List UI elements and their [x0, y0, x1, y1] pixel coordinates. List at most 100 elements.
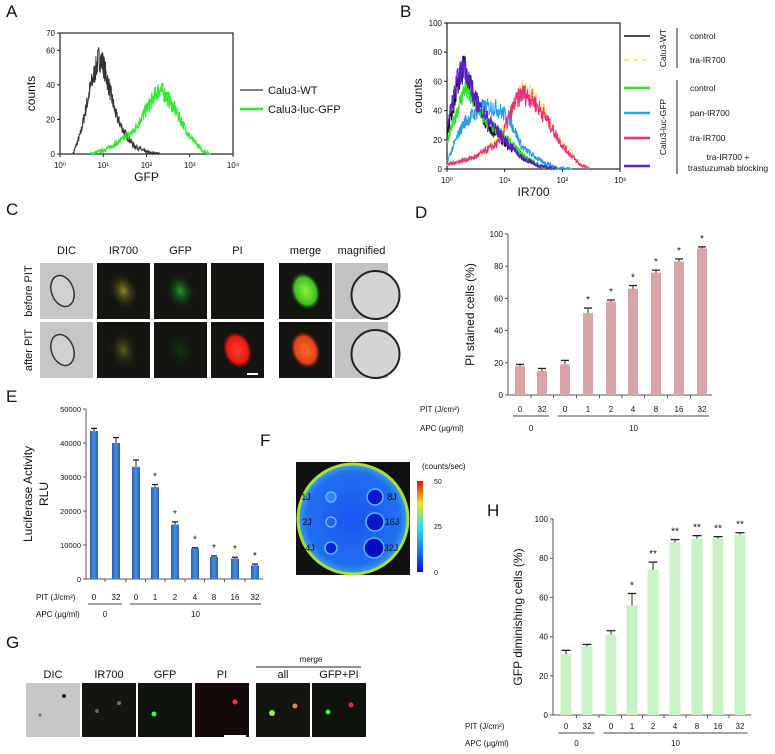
colorbar-unit: (counts/sec) [422, 462, 466, 471]
panel-letter-A: A [6, 2, 18, 21]
y-tick-label: 30000 [60, 473, 81, 482]
bar [560, 364, 570, 395]
apc-group-label: 0 [529, 424, 534, 433]
micrograph-dark [279, 322, 332, 378]
tile-background [211, 263, 264, 319]
y-tick-label: 40 [46, 81, 55, 90]
bar [651, 272, 661, 395]
pit-dose-label: 2 [609, 405, 614, 414]
merge-label: merge [300, 655, 323, 664]
pit-dose-label: 2 [651, 722, 656, 731]
well-label: 2J [302, 517, 312, 527]
apc-row-label: APC (μg/ml) [420, 424, 464, 433]
pit-dose-label: 2 [173, 593, 178, 602]
legend-label: Calu3-WT [268, 85, 318, 97]
x-tick-label: 10² [557, 176, 569, 185]
apc-group-label: 10 [191, 610, 200, 619]
micrograph-dic [26, 683, 80, 737]
bar [605, 634, 617, 715]
y-tick-label: 0 [499, 391, 504, 400]
significance-marker: ** [714, 524, 722, 535]
y-tick-label: 0 [77, 575, 81, 584]
significance-marker: * [630, 580, 634, 591]
x-tick-label: 10¹ [499, 176, 511, 185]
panel-f-image: 1J 2J 4J 8J 16J 32J (counts/sec) 50 25 0 [296, 462, 466, 577]
cell [348, 702, 354, 708]
panel-letter-H: H [487, 501, 499, 520]
histogram-series-4 [446, 84, 591, 171]
chart-b: 0 20 40 60 80 100 10⁰ 10¹ 10² 10³ IR700 counts contr… [411, 19, 768, 199]
cell [232, 699, 238, 705]
y-tick-label: 40 [494, 327, 503, 336]
cell [117, 701, 121, 705]
pit-row-label: PIT (J/cm²) [36, 593, 76, 602]
bar [628, 288, 638, 395]
panel-g-micrographs: DIC IR700 GFP PI all GFP+PI merge [26, 655, 366, 737]
y-tick-label: 20 [539, 672, 548, 681]
significance-marker: * [586, 295, 590, 306]
significance-marker: ** [671, 527, 679, 538]
significance-marker: * [677, 246, 681, 257]
apc-row-label: APC (μg/ml) [465, 739, 509, 748]
y-axis-label: counts [411, 78, 425, 113]
y-tick-label: 20 [494, 359, 503, 368]
pit-dose-label: 32 [736, 722, 745, 731]
pit-dose-label: 8 [695, 722, 700, 731]
micrograph-dic [40, 322, 93, 378]
bar [90, 431, 98, 579]
y-tick-label: 40 [539, 633, 548, 642]
micrograph-mag [335, 322, 401, 379]
legend-label: tra-IR700 + [707, 152, 750, 162]
tile-background [26, 683, 80, 737]
column-label: IR700 [94, 669, 123, 681]
x-axis-label: IR700 [517, 185, 549, 199]
y-tick-label: 20 [46, 115, 55, 124]
micrograph-dark [97, 263, 150, 319]
bar [251, 565, 259, 579]
histogram-series-0 [72, 47, 160, 156]
apc-group-label: 10 [629, 424, 638, 433]
pit-dose-label: 32 [251, 593, 260, 602]
y-tick-label: 80 [433, 48, 442, 57]
column-label: DIC [57, 245, 76, 257]
y-tick-label: 40000 [60, 439, 81, 448]
x-tick-label: 10¹ [97, 161, 109, 170]
plot-frame [446, 22, 621, 170]
significance-marker: * [233, 544, 237, 555]
y-tick-label: 80 [539, 554, 548, 563]
chart-a: 0 20 40 60 70 10⁰ 10¹ 10² 10³ 10⁴ GFP counts Calu3-W… [24, 29, 341, 184]
bar [151, 487, 159, 579]
well-label: 4J [305, 543, 315, 553]
y-tick-label: 20 [433, 136, 442, 145]
bar [191, 548, 199, 579]
pit-dose-label: 1 [153, 593, 158, 602]
cell-fluorescence [164, 271, 197, 311]
pit-dose-label: 16 [231, 593, 240, 602]
y-axis-label: Luciferase Activity [21, 446, 35, 542]
pit-dose-label: 4 [631, 405, 636, 414]
well [325, 491, 337, 503]
pit-dose-label: 16 [675, 405, 684, 414]
y-tick-label: 50000 [60, 405, 81, 414]
significance-marker: * [654, 257, 658, 268]
significance-marker: ** [736, 520, 744, 531]
pit-dose-label: 0 [563, 405, 568, 414]
bar [712, 538, 724, 715]
legend-group-label: Calu3-luc-GFP [658, 99, 668, 156]
y-axis-label: counts [24, 76, 38, 111]
bar [583, 312, 593, 395]
bar [112, 443, 120, 579]
y-tick-label: 100 [535, 515, 549, 524]
cell [269, 710, 275, 716]
pit-row-label: PIT (J/cm²) [465, 722, 505, 731]
legend-label: trastuzumab blocking [688, 163, 769, 173]
column-label: GFP+PI [319, 669, 358, 681]
colorbar [417, 481, 423, 572]
row-label: before PIT [23, 265, 35, 317]
bar [691, 538, 703, 715]
pit-dose-label: 4 [673, 722, 678, 731]
y-axis-label: GFP diminishing cells (%) [511, 548, 525, 685]
cell-fluorescence [221, 330, 254, 370]
